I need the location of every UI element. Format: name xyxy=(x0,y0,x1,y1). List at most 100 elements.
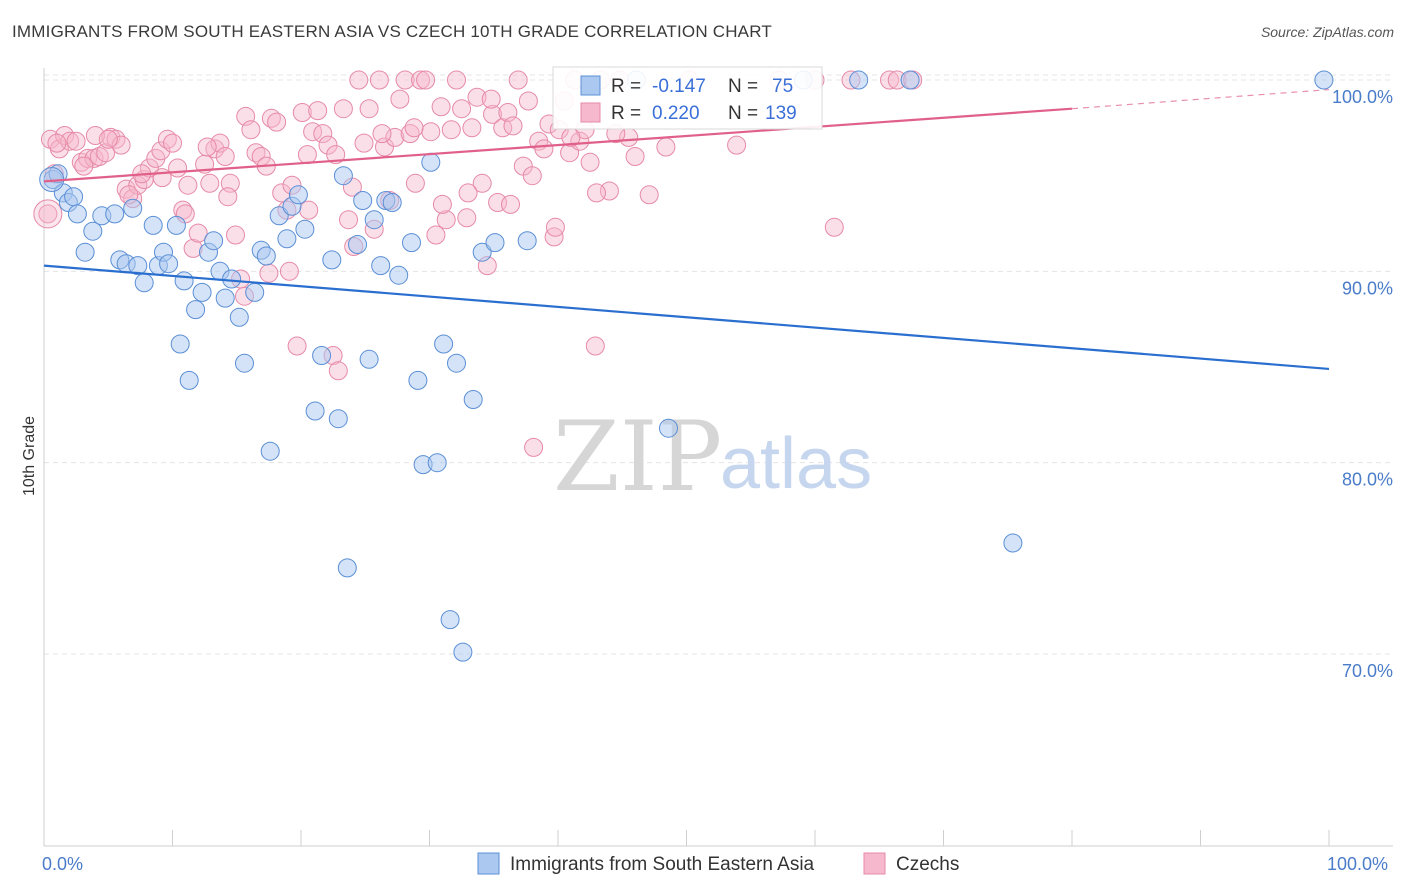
czechs-point-18 xyxy=(139,158,159,178)
sea-point-53 xyxy=(382,193,402,212)
czechs-point-41 xyxy=(261,108,281,128)
czechs-point-67 xyxy=(395,70,415,90)
sea-point-24 xyxy=(192,282,212,302)
stats-pink-r-label: R = xyxy=(611,103,641,124)
stats-pink-n-label: N = xyxy=(728,103,758,124)
sea-point-67 xyxy=(517,231,537,251)
sea-point-64 xyxy=(463,390,483,409)
czechs-point-94 xyxy=(534,139,554,159)
sea-point-65 xyxy=(472,242,492,262)
czechs-point-130 xyxy=(218,187,238,207)
stats-box: R = -0.147 N = 75 R = 0.220 N = 139 xyxy=(552,66,823,130)
sea-point-46 xyxy=(337,558,357,578)
sea-point-45 xyxy=(333,166,353,186)
czechs-point-3 xyxy=(55,126,75,145)
sea-point-71 xyxy=(849,70,869,90)
czechs-point-84 xyxy=(483,104,502,124)
czechs-point-112 xyxy=(727,135,747,155)
stats-pink-r-value: 0.220 xyxy=(652,103,700,124)
czechs-point-82 xyxy=(472,173,492,193)
czechs-point-134 xyxy=(299,200,319,220)
sea-point-37 xyxy=(277,229,297,249)
czechs-point-80 xyxy=(462,118,482,138)
czechs-point-68 xyxy=(400,124,420,144)
sea-point-5 xyxy=(67,204,87,224)
legend-pink-swatch[interactable] xyxy=(863,852,886,875)
sea-point-40 xyxy=(295,219,315,239)
czechs-point-135 xyxy=(326,145,346,165)
sea-point-31 xyxy=(235,353,254,373)
czechs-point-76 xyxy=(441,120,461,140)
sea-point-66 xyxy=(485,233,505,253)
czechs-point-96 xyxy=(544,227,564,247)
czechs-point-66 xyxy=(390,89,410,109)
y-tick-label-90: 90.0% xyxy=(1342,278,1393,298)
stats-blue-r-label: R = xyxy=(611,76,641,97)
czechs-point-13 xyxy=(111,135,131,155)
czechs-point-78 xyxy=(452,99,472,119)
czechs-point-25 xyxy=(178,175,198,195)
czechs-point-137 xyxy=(372,124,392,144)
sea-point-4 xyxy=(64,187,84,207)
czechs-point-141 xyxy=(481,89,501,109)
czechs-point-103 xyxy=(580,152,600,172)
sea-point-35 xyxy=(260,441,280,461)
czechs-point-74 xyxy=(431,97,451,117)
czechs-point-77 xyxy=(447,70,466,90)
sea-point-1 xyxy=(48,164,68,184)
czechs-point-54 xyxy=(328,361,348,381)
legend-blue-swatch[interactable] xyxy=(477,852,500,875)
czechs-point-91 xyxy=(518,91,538,111)
sea-point-54 xyxy=(389,265,409,285)
czechs-point-30 xyxy=(205,139,225,159)
sea-point-7 xyxy=(83,221,103,241)
sea-point-12 xyxy=(123,198,143,218)
czechs-point-117 xyxy=(880,70,899,90)
czechs-point-42 xyxy=(267,112,287,132)
czechs-point-109 xyxy=(639,185,659,205)
watermark: ZIP atlas xyxy=(553,401,872,513)
sea-point-44 xyxy=(328,409,348,429)
sea-point-13 xyxy=(128,256,148,276)
czechs-point-23 xyxy=(168,158,188,178)
czechs-point-146 xyxy=(587,183,606,203)
czechs-point-81 xyxy=(467,87,487,107)
czechs-point-20 xyxy=(151,141,171,161)
czechs-point-73 xyxy=(426,225,446,245)
stats-blue-swatch xyxy=(580,75,601,96)
czechs-trendline-extension xyxy=(1071,88,1330,110)
sea-point-14 xyxy=(134,273,154,293)
czechs-point-56 xyxy=(339,210,358,230)
czechs-point-88 xyxy=(503,116,523,136)
czechs-point-79 xyxy=(457,208,477,228)
czechs-point-142 xyxy=(501,194,520,214)
czechs-point-133 xyxy=(279,261,299,281)
chart-title: IMMIGRANTS FROM SOUTH EASTERN ASIA VS CZ… xyxy=(12,22,772,41)
czechs-point-62 xyxy=(369,70,389,90)
sea-point-30 xyxy=(229,307,249,327)
sea-point-22 xyxy=(179,370,199,390)
czechs-point-58 xyxy=(349,70,369,90)
sea-point-50 xyxy=(364,210,384,230)
sea-point-43 xyxy=(322,250,342,270)
czechs-point-46 xyxy=(287,336,307,356)
sea-point-18 xyxy=(159,254,179,274)
sea-point-55 xyxy=(402,233,421,253)
legend-blue-label[interactable]: Immigrants from South Eastern Asia xyxy=(510,854,815,875)
y-tick-labels: 70.0% 80.0% 90.0% 100.0% xyxy=(1332,87,1393,681)
czechs-point-38 xyxy=(246,143,266,163)
sea-point-19 xyxy=(166,215,186,235)
czechs-point-72 xyxy=(421,122,441,142)
legend-pink-label[interactable]: Czechs xyxy=(896,854,959,875)
sea-trendline xyxy=(43,264,1330,371)
y-tick-label-70: 70.0% xyxy=(1342,661,1393,681)
czechs-point-143 xyxy=(522,166,542,186)
czechs-point-129 xyxy=(197,137,217,157)
czechs-point-123 xyxy=(85,126,105,145)
czechs-point-127 xyxy=(152,168,172,188)
legend: Immigrants from South Eastern Asia Czech… xyxy=(477,852,959,875)
sea-point-59 xyxy=(427,453,447,473)
czechs-point-65 xyxy=(385,127,405,147)
czechs-point-138 xyxy=(404,118,424,138)
czechs-point-121 xyxy=(47,133,67,153)
